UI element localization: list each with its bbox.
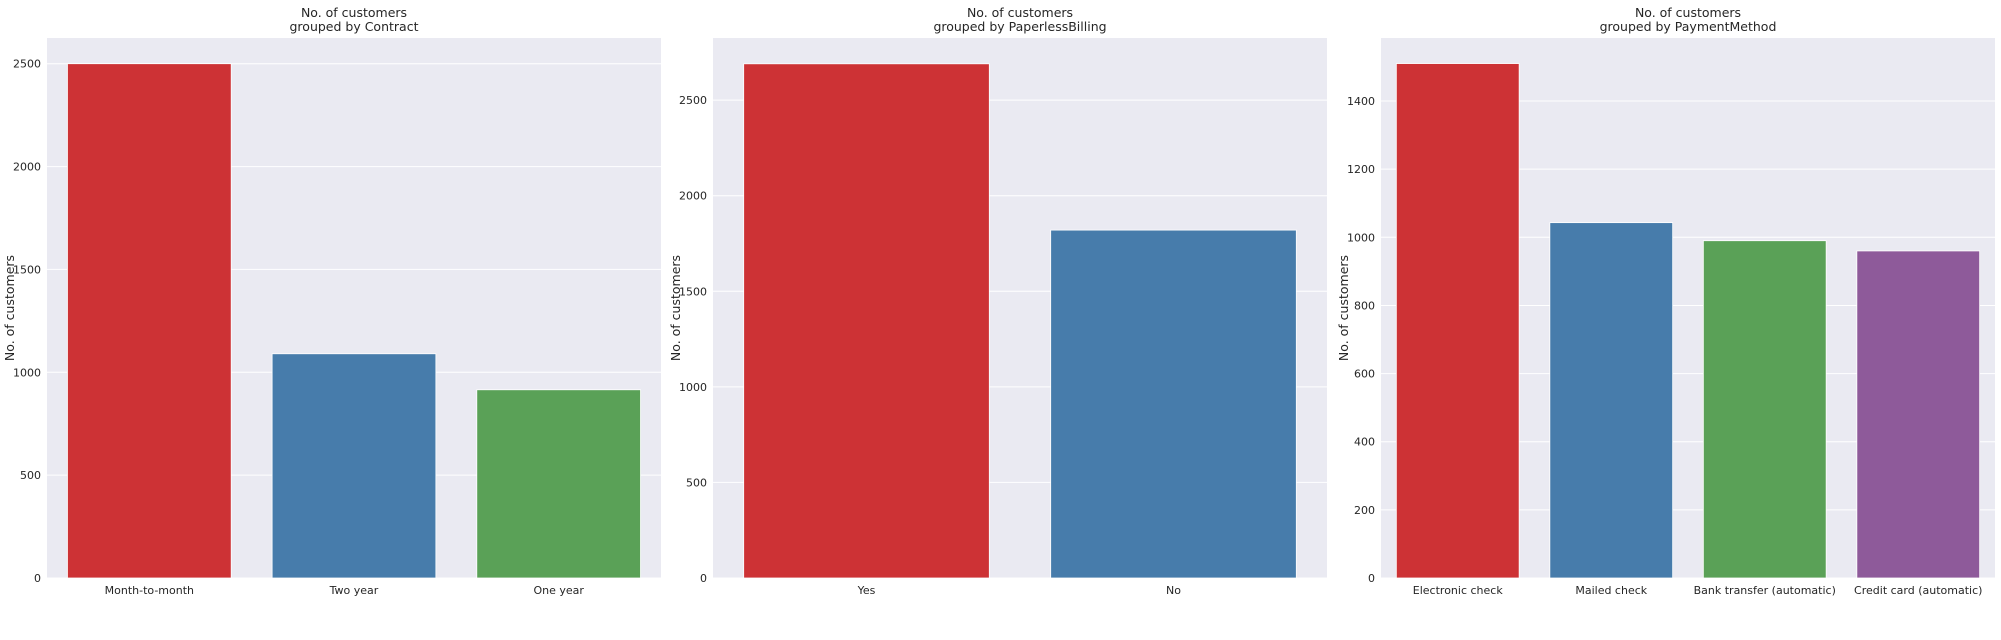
bar xyxy=(1702,240,1827,579)
y-tick-label: 200 xyxy=(1354,504,1375,517)
y-tick-label: 1500 xyxy=(679,285,707,298)
x-tick-label: Two year xyxy=(329,584,379,597)
y-tick-label: 1000 xyxy=(13,366,41,379)
y-tick-labels: 0 500 1000 1500 2000 2500 xyxy=(13,58,41,585)
x-tick-label: Credit card (automatic) xyxy=(1854,584,1982,597)
y-tick-label: 1000 xyxy=(679,381,707,394)
y-tick-label: 2500 xyxy=(679,94,707,107)
bar xyxy=(1856,250,1981,579)
chart-payment-method: 0 200 400 600 800 1000 1200 1400 Electronic che… xyxy=(1336,5,1995,597)
chart-paperless-billing: 0 500 1000 1500 2000 2500 Yes No No. of custom… xyxy=(668,5,1327,597)
y-tick-label: 2000 xyxy=(13,161,41,174)
x-tick-label: No xyxy=(1166,584,1181,597)
y-axis-label: No. of customers xyxy=(668,255,683,361)
x-tick-labels: Yes No xyxy=(857,584,1182,597)
chart-title-line-1: No. of customers xyxy=(967,5,1073,20)
y-tick-label: 0 xyxy=(700,572,707,585)
y-tick-label: 1400 xyxy=(1347,95,1375,108)
x-tick-label: One year xyxy=(533,584,584,597)
bar xyxy=(476,389,641,579)
y-tick-label: 400 xyxy=(1354,436,1375,449)
bar xyxy=(743,63,990,579)
bar xyxy=(271,353,437,579)
y-tick-label: 1500 xyxy=(13,263,41,276)
chart-contract: 0 500 1000 1500 2000 2500 Month-to-month Two y… xyxy=(2,5,661,597)
x-tick-label: Bank transfer (automatic) xyxy=(1694,584,1836,597)
y-tick-labels: 0 500 1000 1500 2000 2500 xyxy=(679,94,707,585)
y-tick-label: 1200 xyxy=(1347,163,1375,176)
x-tick-label: Yes xyxy=(857,584,876,597)
y-tick-label: 2500 xyxy=(13,58,41,71)
x-tick-labels: Electronic check Mailed check Bank transfe… xyxy=(1413,584,1983,597)
y-tick-label: 2000 xyxy=(679,190,707,203)
chart-title-line-1: No. of customers xyxy=(1635,5,1741,20)
bars xyxy=(67,63,641,579)
y-tick-label: 0 xyxy=(1368,572,1375,585)
y-axis-label: No. of customers xyxy=(1336,255,1351,361)
bar xyxy=(1395,63,1520,579)
y-tick-label: 1000 xyxy=(1347,231,1375,244)
bar xyxy=(67,63,232,579)
bar xyxy=(1050,229,1297,579)
x-tick-label: Electronic check xyxy=(1413,584,1504,597)
bars xyxy=(743,63,1297,579)
chart-title-line-2: grouped by PaperlessBilling xyxy=(933,19,1106,34)
chart-title-line-2: grouped by PaymentMethod xyxy=(1600,19,1777,34)
chart-title-line-2: grouped by Contract xyxy=(290,19,419,34)
bars xyxy=(1395,63,1981,579)
y-tick-label: 500 xyxy=(20,469,41,482)
y-tick-label: 800 xyxy=(1354,299,1375,312)
y-tick-label: 0 xyxy=(34,572,41,585)
chart-title-line-1: No. of customers xyxy=(301,5,407,20)
bar xyxy=(1549,222,1674,579)
x-tick-label: Mailed check xyxy=(1575,584,1647,597)
y-axis-label: No. of customers xyxy=(2,255,17,361)
y-tick-labels: 0 200 400 600 800 1000 1200 1400 xyxy=(1347,95,1375,585)
x-tick-labels: Month-to-month Two year One year xyxy=(105,584,585,597)
x-tick-label: Month-to-month xyxy=(105,584,194,597)
y-tick-label: 500 xyxy=(686,476,707,489)
y-tick-label: 600 xyxy=(1354,368,1375,381)
